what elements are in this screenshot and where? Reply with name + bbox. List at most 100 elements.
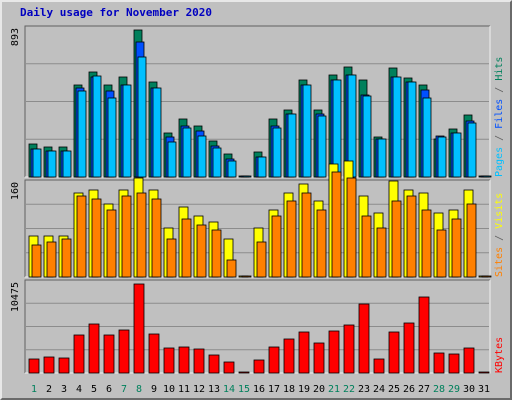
bar-sites-day-26 bbox=[406, 195, 417, 278]
bar-sites-day-15 bbox=[241, 275, 252, 278]
day-label-11: 11 bbox=[178, 384, 190, 395]
day-label-14: 14 bbox=[223, 384, 235, 395]
legend-part: Hits bbox=[494, 57, 505, 81]
day-label-19: 19 bbox=[298, 384, 310, 395]
bar-pages-day-10 bbox=[167, 141, 177, 178]
bar-pages-day-11 bbox=[182, 127, 192, 178]
bar-kbytes-day-10 bbox=[163, 347, 175, 374]
panel-visits-sites: 160 Sites / Visits bbox=[10, 160, 505, 278]
bar-kbytes-day-24 bbox=[373, 358, 385, 374]
series-sites bbox=[31, 171, 492, 278]
day-label-9: 9 bbox=[151, 384, 157, 395]
day-label-26: 26 bbox=[403, 384, 415, 395]
bar-pages-day-23 bbox=[362, 95, 372, 178]
bar-kbytes-day-31 bbox=[478, 371, 490, 374]
bar-pages-day-6 bbox=[107, 97, 117, 178]
bar-sites-day-19 bbox=[301, 192, 312, 278]
day-label-15: 15 bbox=[238, 384, 250, 395]
bar-pages-day-14 bbox=[227, 160, 237, 178]
bar-sites-day-25 bbox=[391, 200, 402, 278]
day-label-18: 18 bbox=[283, 384, 295, 395]
bar-sites-day-29 bbox=[451, 218, 462, 278]
bar-sites-day-12 bbox=[196, 224, 207, 278]
bar-pages-day-17 bbox=[272, 127, 282, 178]
legend-part: / bbox=[494, 129, 505, 147]
bar-kbytes-day-20 bbox=[313, 342, 325, 374]
bar-kbytes-day-28 bbox=[433, 352, 445, 374]
bar-kbytes-day-25 bbox=[388, 331, 400, 374]
day-label-5: 5 bbox=[91, 384, 97, 395]
bar-sites-day-13 bbox=[211, 229, 222, 278]
y-max-label: 893 bbox=[10, 28, 21, 46]
bar-pages-day-21 bbox=[332, 79, 342, 178]
plot-border-shadow bbox=[24, 25, 490, 177]
day-label-23: 23 bbox=[358, 384, 370, 395]
bar-kbytes-day-17 bbox=[268, 346, 280, 374]
series-legend-label: KBytes bbox=[494, 337, 505, 373]
bar-sites-day-6 bbox=[106, 209, 117, 278]
bar-pages-day-4 bbox=[77, 90, 87, 178]
legend-part: Sites bbox=[494, 247, 505, 277]
legend-part: / bbox=[494, 81, 505, 99]
legend-part: / bbox=[494, 229, 505, 247]
bar-kbytes-day-1 bbox=[28, 358, 40, 374]
bar-pages-day-7 bbox=[122, 84, 132, 178]
bar-kbytes-day-7 bbox=[118, 329, 130, 374]
bar-sites-day-17 bbox=[271, 215, 282, 278]
series-kbytes bbox=[28, 283, 490, 374]
bar-pages-day-5 bbox=[92, 75, 102, 178]
bar-sites-day-22 bbox=[346, 177, 357, 278]
bar-pages-day-2 bbox=[47, 150, 57, 178]
bar-sites-day-18 bbox=[286, 200, 297, 278]
day-label-8: 8 bbox=[136, 384, 142, 395]
legend-part: Pages bbox=[494, 147, 505, 177]
bar-sites-day-24 bbox=[376, 227, 387, 278]
day-label-4: 4 bbox=[76, 384, 82, 395]
bar-kbytes-day-14 bbox=[223, 361, 235, 374]
bar-sites-day-27 bbox=[421, 209, 432, 278]
bar-pages-day-13 bbox=[212, 147, 222, 178]
bar-sites-day-28 bbox=[436, 229, 447, 278]
bar-kbytes-day-16 bbox=[253, 359, 265, 374]
day-label-20: 20 bbox=[313, 384, 325, 395]
bar-pages-day-3 bbox=[62, 150, 72, 178]
bar-kbytes-day-26 bbox=[403, 322, 415, 374]
day-label-13: 13 bbox=[208, 384, 220, 395]
bar-pages-day-20 bbox=[317, 115, 327, 178]
x-axis-labels: 1 2 3 4 5 6 7 8 9 10 11 12 13 14 15 16 17 18 19 20 21 22 23 24 2… bbox=[31, 384, 490, 395]
bar-pages-day-30 bbox=[467, 122, 477, 178]
day-label-29: 29 bbox=[448, 384, 460, 395]
plot-border-shadow bbox=[24, 279, 490, 373]
day-label-22: 22 bbox=[343, 384, 355, 395]
bar-kbytes-day-30 bbox=[463, 347, 475, 374]
bar-sites-day-31 bbox=[481, 275, 492, 278]
bar-kbytes-day-12 bbox=[193, 348, 205, 374]
day-label-3: 3 bbox=[61, 384, 67, 395]
y-max-label: 160 bbox=[10, 182, 21, 200]
bar-pages-day-31 bbox=[482, 175, 492, 178]
bar-kbytes-day-23 bbox=[358, 303, 370, 374]
bar-kbytes-day-22 bbox=[343, 324, 355, 374]
bar-kbytes-day-5 bbox=[88, 323, 100, 374]
day-label-2: 2 bbox=[46, 384, 52, 395]
bar-sites-day-3 bbox=[61, 238, 72, 278]
bar-kbytes-day-4 bbox=[73, 334, 85, 374]
bar-kbytes-day-18 bbox=[283, 338, 295, 374]
bar-sites-day-30 bbox=[466, 203, 477, 278]
bar-kbytes-day-15 bbox=[238, 371, 250, 374]
bar-kbytes-day-13 bbox=[208, 354, 220, 374]
bar-pages-day-29 bbox=[452, 132, 462, 178]
day-label-16: 16 bbox=[253, 384, 265, 395]
bar-kbytes-day-9 bbox=[148, 333, 160, 374]
bar-sites-day-7 bbox=[121, 195, 132, 278]
bar-pages-day-24 bbox=[377, 138, 387, 178]
legend-part: Files bbox=[494, 99, 505, 129]
bar-sites-day-11 bbox=[181, 218, 192, 278]
bar-sites-day-16 bbox=[256, 241, 267, 278]
bar-sites-day-4 bbox=[76, 195, 87, 278]
bar-pages-day-15 bbox=[242, 175, 252, 178]
bar-kbytes-day-21 bbox=[328, 330, 340, 374]
series-legend-label: Pages / Files / Hits bbox=[494, 57, 505, 177]
bar-sites-day-1 bbox=[31, 244, 42, 278]
